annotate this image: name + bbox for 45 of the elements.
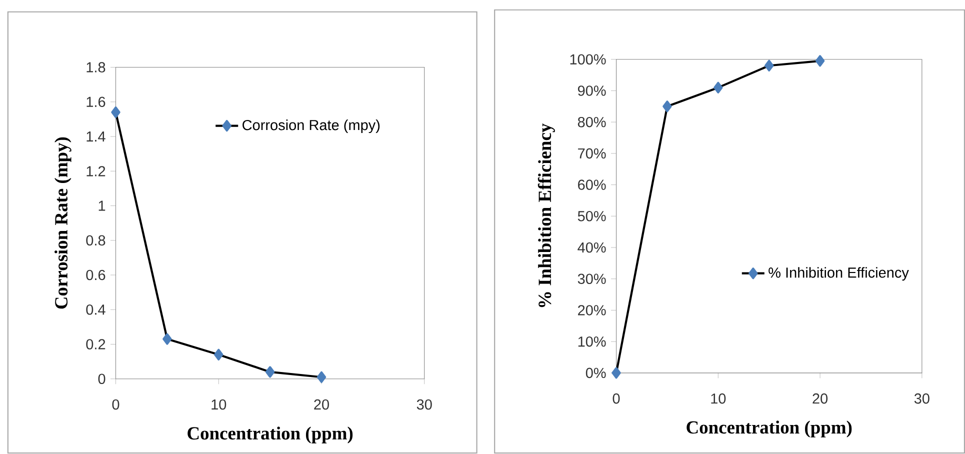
x-tick-label: 30 (914, 394, 930, 404)
y-tick-label: 50% (578, 211, 606, 222)
y-tick-label: 90% (578, 86, 606, 96)
point (764, 60, 774, 72)
x-tick-label: 10 (212, 400, 226, 410)
point (714, 82, 723, 94)
y-tick-label: 60% (578, 180, 606, 190)
point (815, 55, 825, 67)
x-tick-label: 20 (314, 400, 329, 410)
y-tick-label: 0.6 (86, 270, 106, 280)
y-tick-label: 0.2 (86, 339, 106, 350)
y-tick-label: 80% (578, 117, 606, 128)
point (162, 333, 172, 346)
x-tick-label: 20 (812, 394, 828, 404)
x-axis-title: Concentration (ppm) (188, 426, 353, 444)
legend-label: Corrosion Rate (mpy) (242, 120, 380, 134)
y-tick-label: 0% (586, 368, 606, 378)
y-tick-label: 1 (98, 200, 106, 211)
y-tick-label: 10% (578, 336, 606, 347)
x-tick-label: 0 (612, 394, 620, 404)
point (214, 349, 224, 361)
y-tick-label: 1.6 (86, 96, 106, 108)
legend-label: % Inhibition Efficiency (768, 267, 909, 281)
point (612, 367, 621, 379)
x-tick-label: 10 (711, 394, 726, 404)
y-axis-title: % Inhibition Efficiency (538, 124, 555, 308)
x-tick-label: 0 (112, 400, 120, 410)
y-tick-label: 30% (578, 274, 606, 284)
x-tick-label: 30 (416, 400, 432, 410)
x-axis-title: Concentration (ppm) (686, 420, 852, 438)
y-tick-label: 70% (578, 148, 606, 159)
point (316, 372, 326, 384)
y-tick-label: 40% (578, 242, 606, 253)
y-tick-label: 1.4 (86, 132, 106, 142)
y-tick-label: 100% (570, 54, 606, 65)
y-tick-label: 1.8 (86, 62, 106, 73)
point (111, 106, 120, 118)
y-tick-label: 0.8 (86, 235, 106, 246)
y-tick-label: 0 (98, 374, 106, 384)
y-axis-title: Corrosion Rate (mpy) (54, 138, 72, 309)
y-tick-label: 0.4 (86, 304, 106, 315)
point (265, 366, 275, 378)
y-tick-label: 20% (578, 305, 606, 316)
y-tick-label: 1.2 (86, 166, 106, 176)
point (662, 100, 672, 112)
